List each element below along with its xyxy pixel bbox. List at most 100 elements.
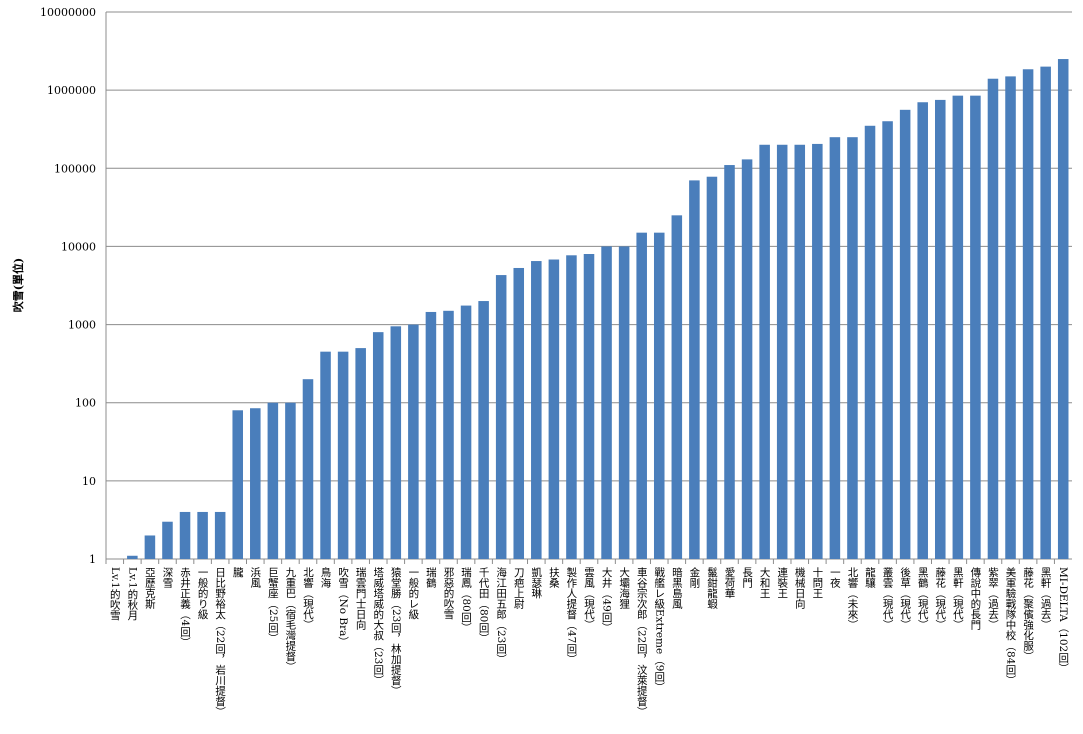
x-tick-label: 暗黑島風 — [671, 566, 683, 610]
x-tick-label: 戰艦レ級Extreme（9回） — [653, 567, 665, 692]
x-tick-label: 大井（49回） — [601, 566, 613, 633]
bar — [864, 125, 876, 559]
bar — [531, 261, 542, 559]
bar — [706, 176, 718, 559]
x-tick-label: 九重巴（宿毛灣提督） — [284, 567, 296, 672]
bar — [899, 109, 911, 560]
x-tick-label: 雲風（現代） — [583, 567, 595, 630]
y-tick-label: 10000000 — [40, 6, 96, 19]
x-tick-label: 連裝王 — [776, 566, 788, 598]
x-tick-label: 邪惡的吹雪 — [442, 567, 454, 620]
x-tick-label: 瑞鶴 — [425, 567, 437, 589]
bar — [882, 121, 893, 560]
x-tick-label: 北響（現代） — [302, 567, 314, 630]
bar — [847, 137, 858, 559]
x-tick-label: 機械日向 — [794, 566, 806, 609]
x-tick-label: 車谷宗次郎（22回，汶萊提督） — [636, 566, 648, 717]
bar — [1022, 69, 1034, 560]
y-tick-label: 10 — [82, 475, 96, 488]
bar — [917, 102, 928, 559]
bar — [653, 232, 665, 559]
y-tick-label: 10000 — [61, 240, 96, 253]
x-tick-label: 一般的レ級 — [407, 567, 419, 620]
bar — [302, 379, 314, 559]
x-tick-label: 刀疤上尉 — [513, 567, 525, 609]
x-tick-label: 龍驤 — [864, 566, 876, 589]
bar — [495, 275, 507, 559]
x-tick-label: 藤花（現代） — [934, 567, 946, 630]
bar — [1005, 76, 1016, 560]
y-tick-label: 100000 — [54, 162, 96, 175]
bar — [618, 246, 630, 559]
x-tick-label: 黑軒（現代） — [952, 567, 964, 630]
x-tick-label: 一般的り級 — [197, 567, 209, 620]
x-tick-label: 紫翠（過去） — [987, 567, 999, 630]
x-tick-label: 扶桑 — [548, 566, 560, 589]
x-tick-label: 亞歷克斯 — [144, 567, 156, 610]
bar — [460, 305, 472, 559]
bar — [548, 259, 560, 559]
bar — [372, 332, 384, 559]
bar — [285, 402, 296, 559]
x-tick-label: 凱瑟琳 — [530, 567, 542, 599]
bar — [812, 143, 823, 559]
bar — [724, 165, 735, 559]
bar — [320, 351, 331, 559]
x-tick-label: 瑞鳳（80回） — [460, 567, 472, 633]
bar — [390, 326, 402, 559]
x-tick-label: Lv.1的吹雪 — [109, 567, 121, 621]
bar — [601, 246, 612, 559]
x-tick-label: 黑軒（過去） — [1040, 567, 1052, 630]
x-tick-label: 深雪 — [161, 567, 173, 589]
bar — [443, 310, 454, 559]
bar — [478, 301, 489, 559]
bar — [127, 555, 138, 559]
x-tick-label: 浜風 — [249, 567, 261, 589]
bar — [197, 511, 208, 559]
bar — [636, 232, 647, 559]
x-tick-label: 朧 — [232, 566, 244, 578]
x-tick-label: 傳說中的長門 — [969, 566, 981, 631]
bar — [267, 402, 279, 559]
x-tick-label: 塔威塔威的大叔（23回） — [372, 566, 384, 685]
x-tick-label: 十問王 — [811, 566, 823, 598]
bar — [425, 311, 437, 559]
bar — [776, 144, 788, 559]
x-tick-label: 猿堂勝（23回，林加提督） — [390, 566, 402, 696]
bar — [689, 180, 700, 559]
y-axis-label: 吹雪(單位) — [11, 258, 25, 312]
bar — [566, 255, 577, 559]
bar — [408, 324, 419, 559]
y-tick-label: 1000 — [68, 319, 96, 332]
y-tick-label: 1 — [89, 553, 96, 566]
bar — [987, 78, 999, 559]
x-tick-label: 製作人提督（47回） — [565, 566, 577, 664]
x-tick-label: 藤花（聚儐強化服） — [1022, 567, 1034, 662]
x-tick-label: 鳥海 — [320, 566, 332, 589]
x-tick-label: 一夜 — [829, 567, 841, 589]
bar — [671, 215, 683, 559]
x-tick-label: 日比野裕太（22回，岩川提督） — [214, 567, 226, 717]
bar — [583, 254, 595, 559]
x-tick-label: 後草（現代） — [899, 566, 911, 630]
x-tick-label: 金剛 — [688, 566, 700, 589]
x-tick-label: MI-DELTA（102回） — [1057, 567, 1069, 673]
bar — [513, 267, 525, 559]
x-tick-label: 千代田（80回） — [478, 567, 490, 643]
x-tick-label: Lv.1的秋月 — [126, 567, 138, 621]
bar — [1057, 59, 1069, 559]
bar — [829, 137, 841, 559]
bar — [741, 159, 753, 560]
x-tick-label: 長門 — [741, 567, 753, 589]
bar — [355, 348, 366, 559]
x-tick-label: 赤井正義（4回） — [179, 567, 191, 647]
bar — [970, 95, 981, 559]
bar — [759, 144, 770, 559]
x-tick-label: 北響（未來） — [846, 567, 858, 630]
x-tick-label: 愛荷華 — [724, 566, 736, 598]
x-tick-label: 巨蟹座（25回） — [267, 567, 279, 643]
x-tick-label: 鬣鉗龍蝦 — [706, 566, 718, 610]
bar — [952, 95, 964, 559]
bar — [232, 410, 243, 559]
